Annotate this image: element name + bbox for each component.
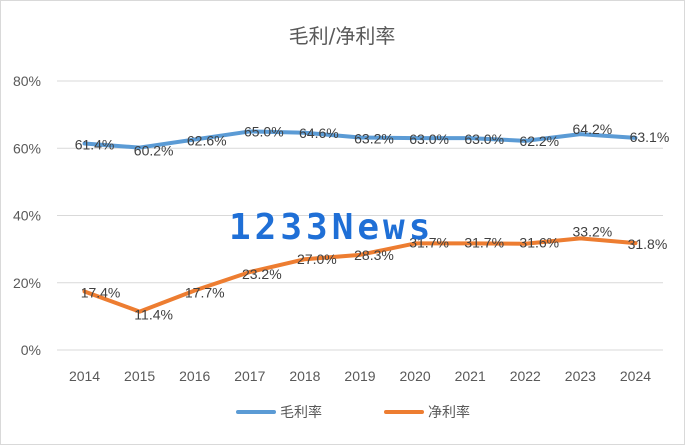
data-label: 63.0% (409, 131, 449, 147)
data-label: 31.7% (409, 234, 449, 250)
data-label: 63.1% (630, 129, 670, 145)
data-label: 23.2% (242, 266, 282, 282)
y-tick-label: 40% (13, 208, 41, 224)
watermark: 1233News (229, 207, 434, 248)
data-label: 17.4% (81, 284, 121, 300)
y-tick-label: 0% (21, 342, 41, 358)
data-label: 65.0% (244, 123, 284, 139)
series-line (82, 236, 638, 314)
data-label: 64.6% (299, 125, 339, 141)
data-label: 31.6% (519, 235, 559, 251)
data-label: 17.7% (185, 284, 225, 300)
data-label: 31.8% (628, 236, 668, 252)
gridlines (57, 80, 663, 351)
data-label: 61.4% (75, 137, 115, 153)
x-tick-label: 2014 (69, 368, 100, 384)
x-tick-label: 2022 (510, 368, 541, 384)
x-tick-label: 2015 (124, 368, 155, 384)
y-axis-ticks: 0% 20% 40% 60% 80% (13, 73, 41, 358)
x-tick-label: 2018 (289, 368, 320, 384)
y-tick-label: 60% (13, 140, 41, 156)
x-tick-label: 2023 (565, 368, 596, 384)
data-label: 60.2% (134, 143, 174, 159)
x-tick-label: 2019 (344, 368, 375, 384)
data-label: 28.3% (354, 247, 394, 263)
y-tick-label: 20% (13, 275, 41, 291)
data-label: 33.2% (573, 223, 613, 239)
data-label: 62.6% (187, 133, 227, 149)
x-axis-ticks: 2014 2015 2016 2017 2018 2019 2020 2021 2022 2023… (69, 368, 651, 384)
x-tick-label: 2017 (234, 368, 265, 384)
data-label: 62.2% (519, 133, 559, 149)
series-line (82, 129, 638, 150)
legend-label: 净利率 (428, 404, 470, 421)
y-tick-label: 80% (13, 73, 41, 89)
x-tick-label: 2020 (400, 368, 431, 384)
x-tick-label: 2021 (455, 368, 486, 384)
x-tick-label: 2016 (179, 368, 210, 384)
data-label: 64.2% (573, 121, 613, 137)
data-label: 11.4% (134, 307, 173, 323)
series-group (82, 129, 638, 314)
data-label: 63.0% (464, 131, 504, 147)
data-label: 27.0% (297, 251, 337, 267)
data-labels: 61.4% 60.2% 62.6% 65.0% 64.6% 63.2% 63.0% 63.0%… (75, 121, 670, 323)
legend: 毛利率 净利率 (236, 404, 470, 421)
legend-label: 毛利率 (280, 404, 322, 421)
data-label: 63.2% (354, 130, 394, 146)
x-tick-label: 2024 (620, 368, 651, 384)
data-label: 31.7% (464, 234, 504, 250)
chart-title: 毛利/净利率 (289, 24, 396, 48)
